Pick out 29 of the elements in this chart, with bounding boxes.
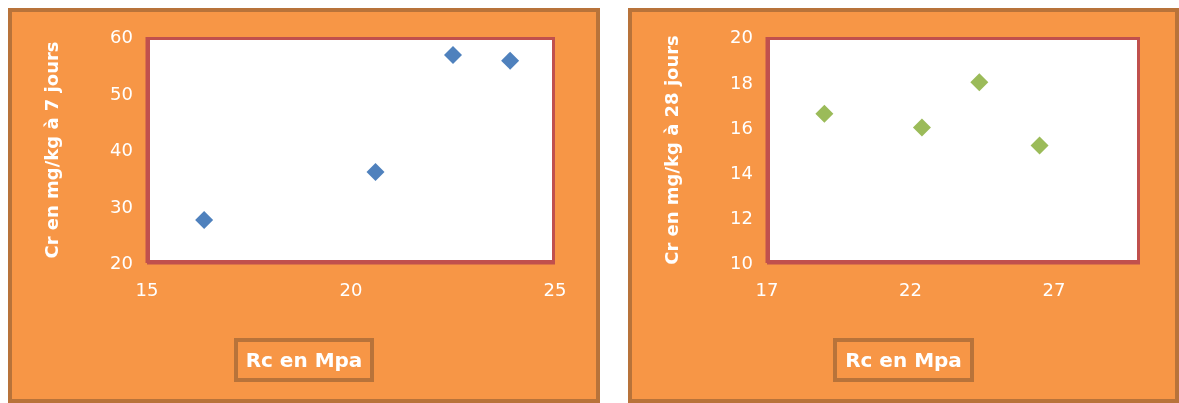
y-axis-title: Cr en mg/kg à 7 jours [41, 41, 63, 259]
point [815, 104, 834, 123]
y-tick-label: 50 [110, 82, 133, 104]
y-tick-label: 20 [110, 252, 133, 274]
y-tick-label: 30 [110, 195, 133, 217]
x-tick-label: 27 [1042, 278, 1066, 300]
point [912, 118, 931, 137]
point [366, 163, 385, 182]
y-tick-label: 40 [110, 139, 133, 161]
point [195, 211, 214, 230]
x-tick-label: 22 [899, 278, 922, 300]
y-tick-label: 20 [730, 26, 753, 48]
x-tick-label: 15 [135, 278, 159, 300]
y-tick-label: 14 [730, 161, 753, 183]
x-tick-label: 20 [339, 278, 363, 300]
point [1030, 136, 1049, 155]
y-tick-label: 12 [730, 207, 753, 229]
y-tick-label: 60 [110, 26, 133, 48]
y-tick-label: 18 [730, 71, 753, 93]
y-axis-title: Cr en mg/kg à 28 jours [661, 35, 683, 265]
point [501, 51, 520, 70]
point [970, 73, 989, 92]
x-tick-label: 25 [543, 278, 567, 300]
x-tick-label: 17 [755, 278, 779, 300]
y-tick-label: 16 [730, 116, 753, 138]
x-axis-title: Rc en Mpa [833, 338, 974, 382]
point [444, 46, 462, 65]
y-tick-label: 10 [730, 252, 753, 274]
x-axis-title: Rc en Mpa [233, 338, 375, 382]
